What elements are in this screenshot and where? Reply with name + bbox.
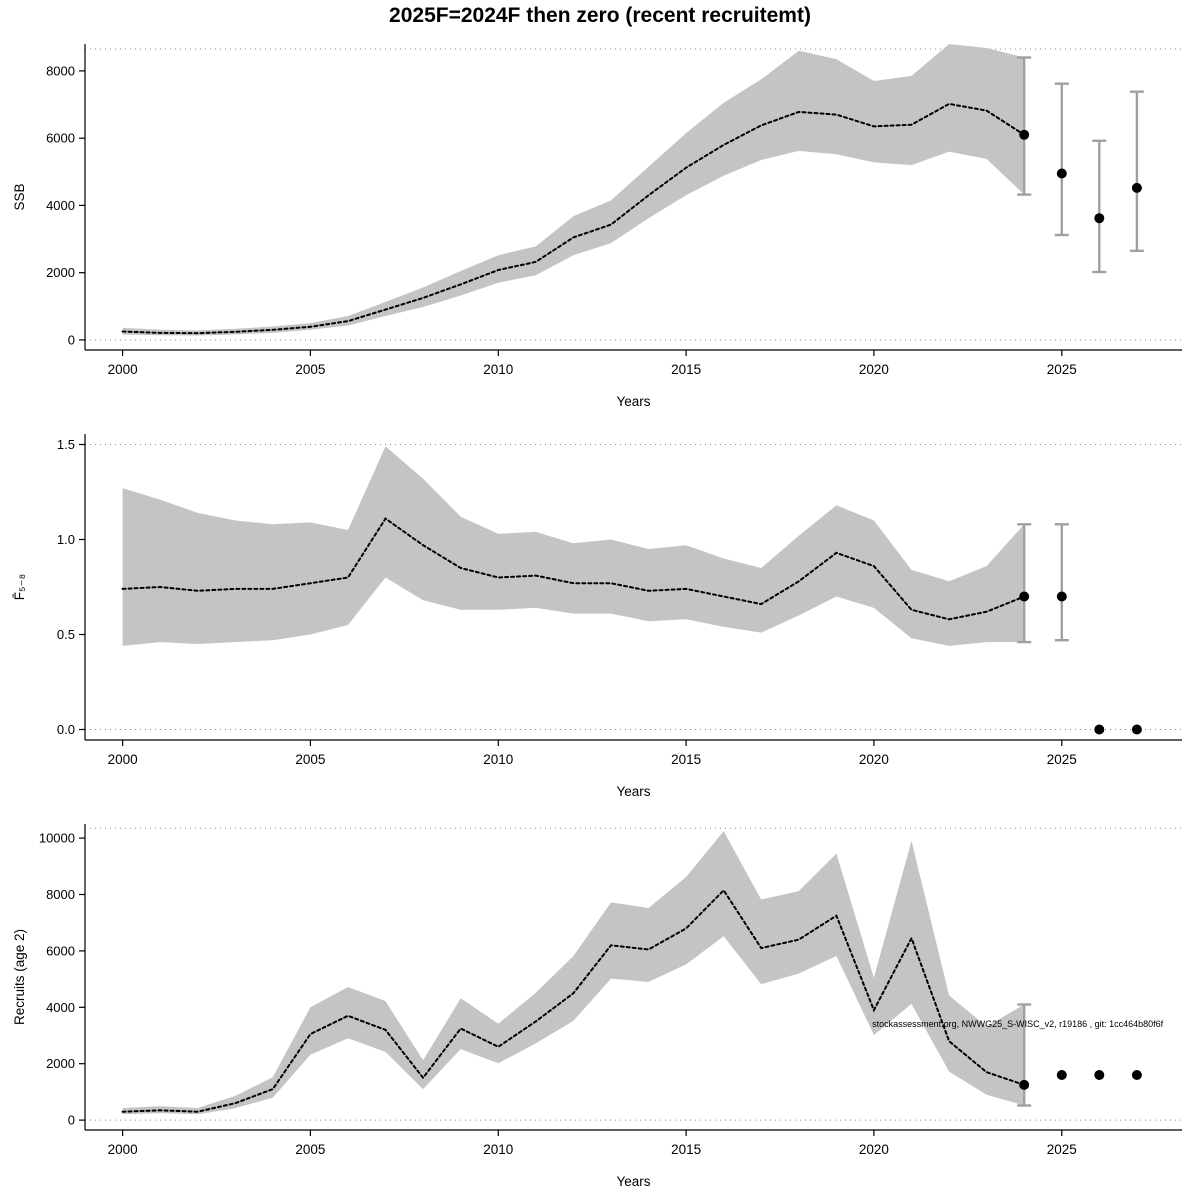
confidence-band <box>122 446 1025 646</box>
y-tick-label: 6000 <box>46 943 75 958</box>
x-tick-label: 2000 <box>108 1142 138 1157</box>
confidence-band <box>122 831 1025 1115</box>
x-tick-label: 2025 <box>1047 362 1077 377</box>
y-tick-label: 4000 <box>46 198 75 213</box>
x-tick-label: 2015 <box>671 752 701 767</box>
x-tick-label: 2020 <box>859 752 889 767</box>
forecast-point <box>1131 1070 1142 1080</box>
x-tick-label: 2025 <box>1047 752 1077 767</box>
watermark-text: stockassessment.org, NWWG25_S-WISC_v2, r… <box>872 1019 1164 1029</box>
x-tick-label: 2000 <box>108 362 138 377</box>
x-tick-label: 2020 <box>859 362 889 377</box>
forecast-point <box>1094 724 1105 735</box>
y-tick-label: 0 <box>68 1113 75 1128</box>
forecast-point <box>1056 1070 1067 1080</box>
x-tick-label: 2010 <box>483 1142 513 1157</box>
ssb-chart: 0 2000 4000 6000 8000 2000 2005 2010 2015 2020 202… <box>12 44 1182 409</box>
forecast-point <box>1131 724 1142 735</box>
x-tick-label: 2025 <box>1047 1142 1077 1157</box>
forecast-point <box>1131 182 1142 193</box>
x-axis-label: Years <box>616 1174 650 1189</box>
y-tick-label: 8000 <box>46 887 75 902</box>
forecast-point <box>1056 168 1067 179</box>
y-tick-label: 2000 <box>46 1056 75 1071</box>
y-axis-label: F̄₅₋₈ <box>12 574 27 600</box>
forecast-point <box>1019 591 1030 602</box>
y-tick-label: 0.0 <box>57 722 75 737</box>
y-tick-label: 2000 <box>46 265 75 280</box>
x-tick-label: 2010 <box>483 752 513 767</box>
y-tick-label: 1.5 <box>57 437 75 452</box>
recruits-chart: 0 2000 4000 6000 8000 10000 2000 2005 2010 2015 20… <box>12 824 1182 1189</box>
estimate-line <box>121 888 1026 1113</box>
x-axis-label: Years <box>616 394 650 409</box>
x-axis-label: Years <box>616 784 650 799</box>
y-tick-label: 4000 <box>46 1000 75 1015</box>
y-tick-label: 0 <box>68 332 75 347</box>
forecast-point <box>1019 129 1030 140</box>
y-tick-label: 10000 <box>39 831 75 846</box>
y-tick-label: 0.5 <box>57 627 75 642</box>
forecast-point <box>1056 591 1067 602</box>
panel-recruits: 0 2000 4000 6000 8000 10000 2000 2005 2010 2015 20… <box>0 810 1200 1200</box>
estimate-line <box>121 517 1026 621</box>
x-tick-label: 2005 <box>295 752 325 767</box>
forecast-point <box>1094 213 1105 224</box>
y-tick-label: 6000 <box>46 131 75 146</box>
x-tick-label: 2010 <box>483 362 513 377</box>
x-tick-label: 2015 <box>671 1142 701 1157</box>
y-axis-label: SSB <box>12 183 27 210</box>
forecast-point <box>1094 1070 1105 1080</box>
x-tick-label: 2005 <box>295 362 325 377</box>
estimate-line <box>121 102 1026 335</box>
panel-fbar: 0.0 0.5 1.0 1.5 2000 2005 2010 2015 2020 2025 Year… <box>0 420 1200 810</box>
x-tick-label: 2020 <box>859 1142 889 1157</box>
x-tick-label: 2000 <box>108 752 138 767</box>
forecast-point <box>1019 1079 1030 1090</box>
x-tick-label: 2015 <box>671 362 701 377</box>
y-tick-label: 8000 <box>46 63 75 78</box>
y-axis-label: Recruits (age 2) <box>12 929 27 1025</box>
y-tick-label: 1.0 <box>57 532 75 547</box>
confidence-band <box>122 44 1025 336</box>
figure-title: 2025F=2024F then zero (recent recruitemt… <box>389 4 811 27</box>
x-tick-label: 2005 <box>295 1142 325 1157</box>
fbar-chart: 0.0 0.5 1.0 1.5 2000 2005 2010 2015 2020 2025 Year… <box>12 434 1182 799</box>
panel-ssb: 0 2000 4000 6000 8000 2000 2005 2010 2015 2020 202… <box>0 30 1200 420</box>
